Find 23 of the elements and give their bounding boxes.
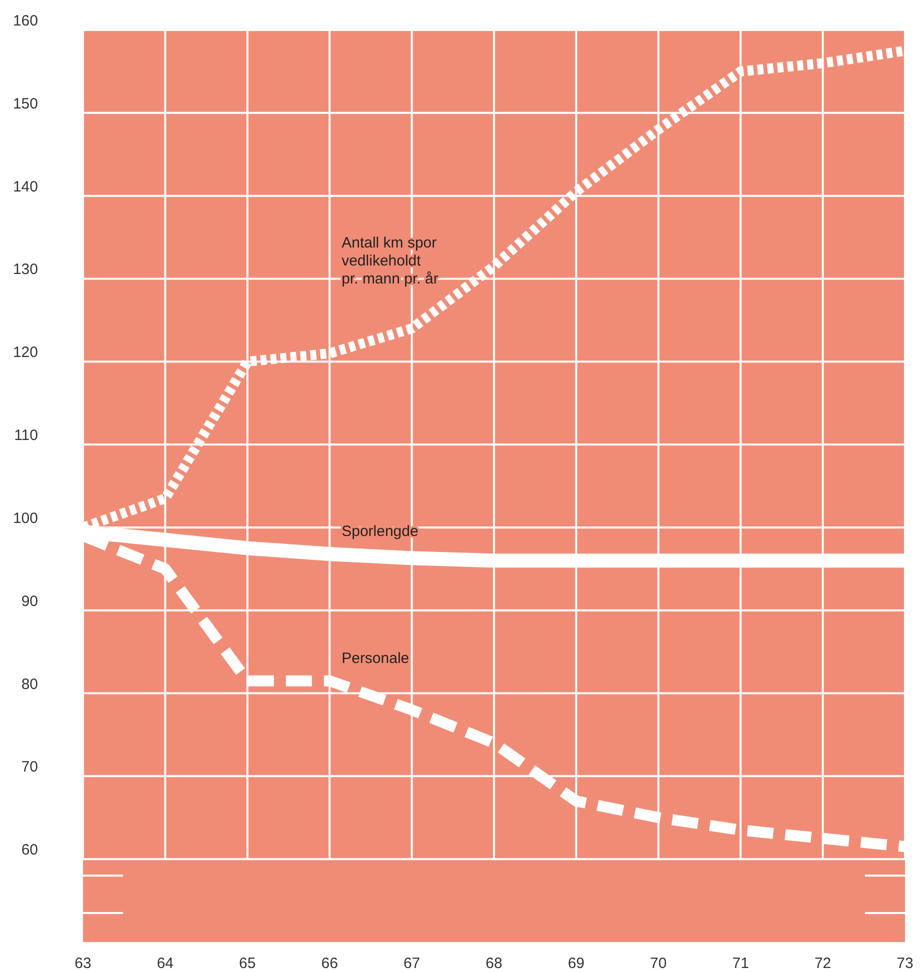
- x-tick-label: 63: [74, 955, 92, 972]
- x-tick-label: 72: [814, 955, 832, 972]
- y-tick-label: 70: [21, 758, 38, 776]
- y-tick-label: 160: [12, 12, 38, 30]
- y-tick-label: 140: [12, 178, 38, 196]
- y-tick-label: 90: [21, 592, 38, 610]
- y-tick-label: 60: [21, 842, 38, 859]
- x-tick-label: 66: [321, 955, 338, 972]
- x-tick-label: 73: [896, 955, 914, 972]
- y-tick-label: 80: [21, 676, 38, 693]
- y-tick-label: 150: [12, 95, 38, 112]
- x-tick-label: 67: [403, 955, 420, 972]
- x-tick-label: 68: [486, 955, 502, 972]
- y-tick-label: 100: [12, 510, 38, 527]
- y-tick-label: 120: [12, 344, 38, 362]
- x-tick-label: 69: [568, 955, 585, 972]
- y-tick-label: 130: [12, 261, 38, 278]
- y-tick-label: 110: [14, 427, 38, 444]
- x-tick-label: 65: [239, 955, 256, 972]
- x-tick-label: 71: [732, 955, 749, 972]
- x-tick-label: 64: [156, 955, 174, 972]
- x-tick-label: 70: [650, 955, 667, 972]
- series-label: Personale: [342, 650, 410, 667]
